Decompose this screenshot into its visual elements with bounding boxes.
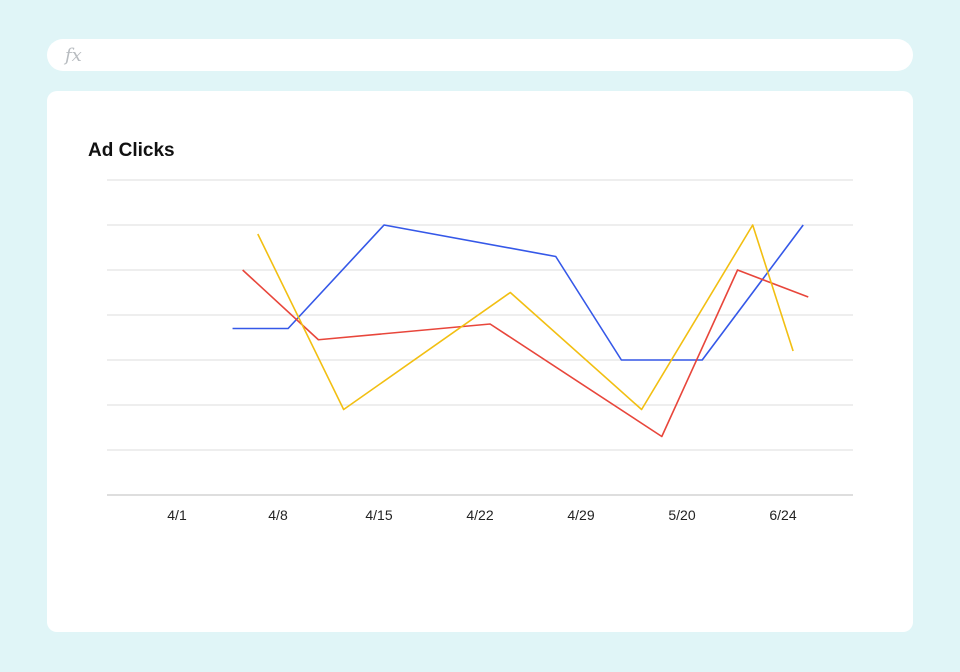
x-tick-label: 4/15 [365,507,392,523]
x-tick-label: 5/20 [668,507,695,523]
chart-title: Ad Clicks [88,140,175,161]
line-chart: 4/1 4/8 4/15 4/22 4/29 5/20 6/24 [107,179,853,523]
x-tick-label: 4/8 [268,507,288,523]
series-line-2 [242,269,809,438]
x-tick-label: 4/29 [567,507,594,523]
x-tick-labels: 4/1 4/8 4/15 4/22 4/29 5/20 6/24 [167,507,797,523]
chart-card: Ad Clicks 4/1 4/8 4/15 4/22 4/29 5/20 6/24 [47,91,913,632]
fx-icon: fx [65,44,82,66]
gridlines [107,179,853,496]
series-line-3 [257,224,794,411]
x-tick-label: 4/1 [167,507,187,523]
series-line-1 [232,224,804,361]
formula-bar[interactable]: fx [47,39,913,71]
series-lines [232,224,809,438]
x-tick-label: 4/22 [466,507,493,523]
x-tick-label: 6/24 [769,507,796,523]
